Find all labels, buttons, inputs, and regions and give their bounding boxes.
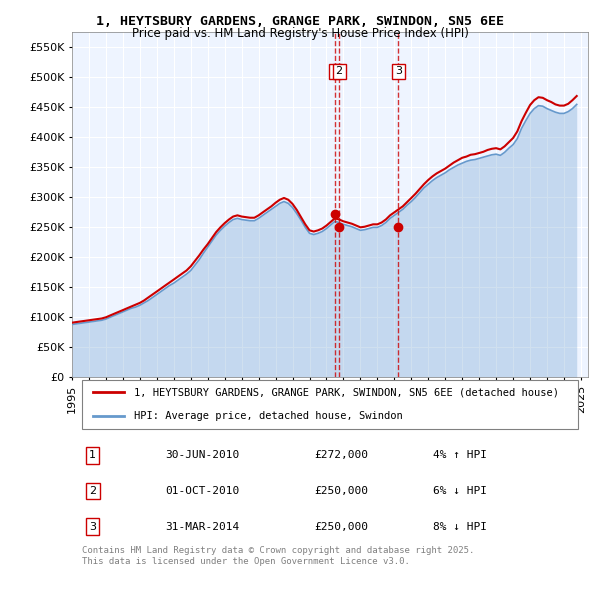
Text: 8% ↓ HPI: 8% ↓ HPI — [433, 522, 487, 532]
Text: 2: 2 — [89, 486, 96, 496]
Text: 1: 1 — [89, 450, 96, 460]
Text: 01-OCT-2010: 01-OCT-2010 — [165, 486, 239, 496]
Text: 30-JUN-2010: 30-JUN-2010 — [165, 450, 239, 460]
Text: HPI: Average price, detached house, Swindon: HPI: Average price, detached house, Swin… — [134, 411, 403, 421]
Text: 31-MAR-2014: 31-MAR-2014 — [165, 522, 239, 532]
FancyBboxPatch shape — [82, 380, 578, 429]
Text: 4% ↑ HPI: 4% ↑ HPI — [433, 450, 487, 460]
Text: 3: 3 — [89, 522, 96, 532]
Text: 6% ↓ HPI: 6% ↓ HPI — [433, 486, 487, 496]
Text: 1, HEYTSBURY GARDENS, GRANGE PARK, SWINDON, SN5 6EE: 1, HEYTSBURY GARDENS, GRANGE PARK, SWIND… — [96, 15, 504, 28]
Text: 1, HEYTSBURY GARDENS, GRANGE PARK, SWINDON, SN5 6EE (detached house): 1, HEYTSBURY GARDENS, GRANGE PARK, SWIND… — [134, 388, 559, 398]
Text: Price paid vs. HM Land Registry's House Price Index (HPI): Price paid vs. HM Land Registry's House … — [131, 27, 469, 40]
Text: 2: 2 — [335, 67, 343, 77]
Text: 1: 1 — [331, 67, 338, 77]
Text: £250,000: £250,000 — [314, 522, 368, 532]
Text: Contains HM Land Registry data © Crown copyright and database right 2025.
This d: Contains HM Land Registry data © Crown c… — [82, 546, 475, 566]
Text: £250,000: £250,000 — [314, 486, 368, 496]
Text: 3: 3 — [395, 67, 402, 77]
Text: £272,000: £272,000 — [314, 450, 368, 460]
